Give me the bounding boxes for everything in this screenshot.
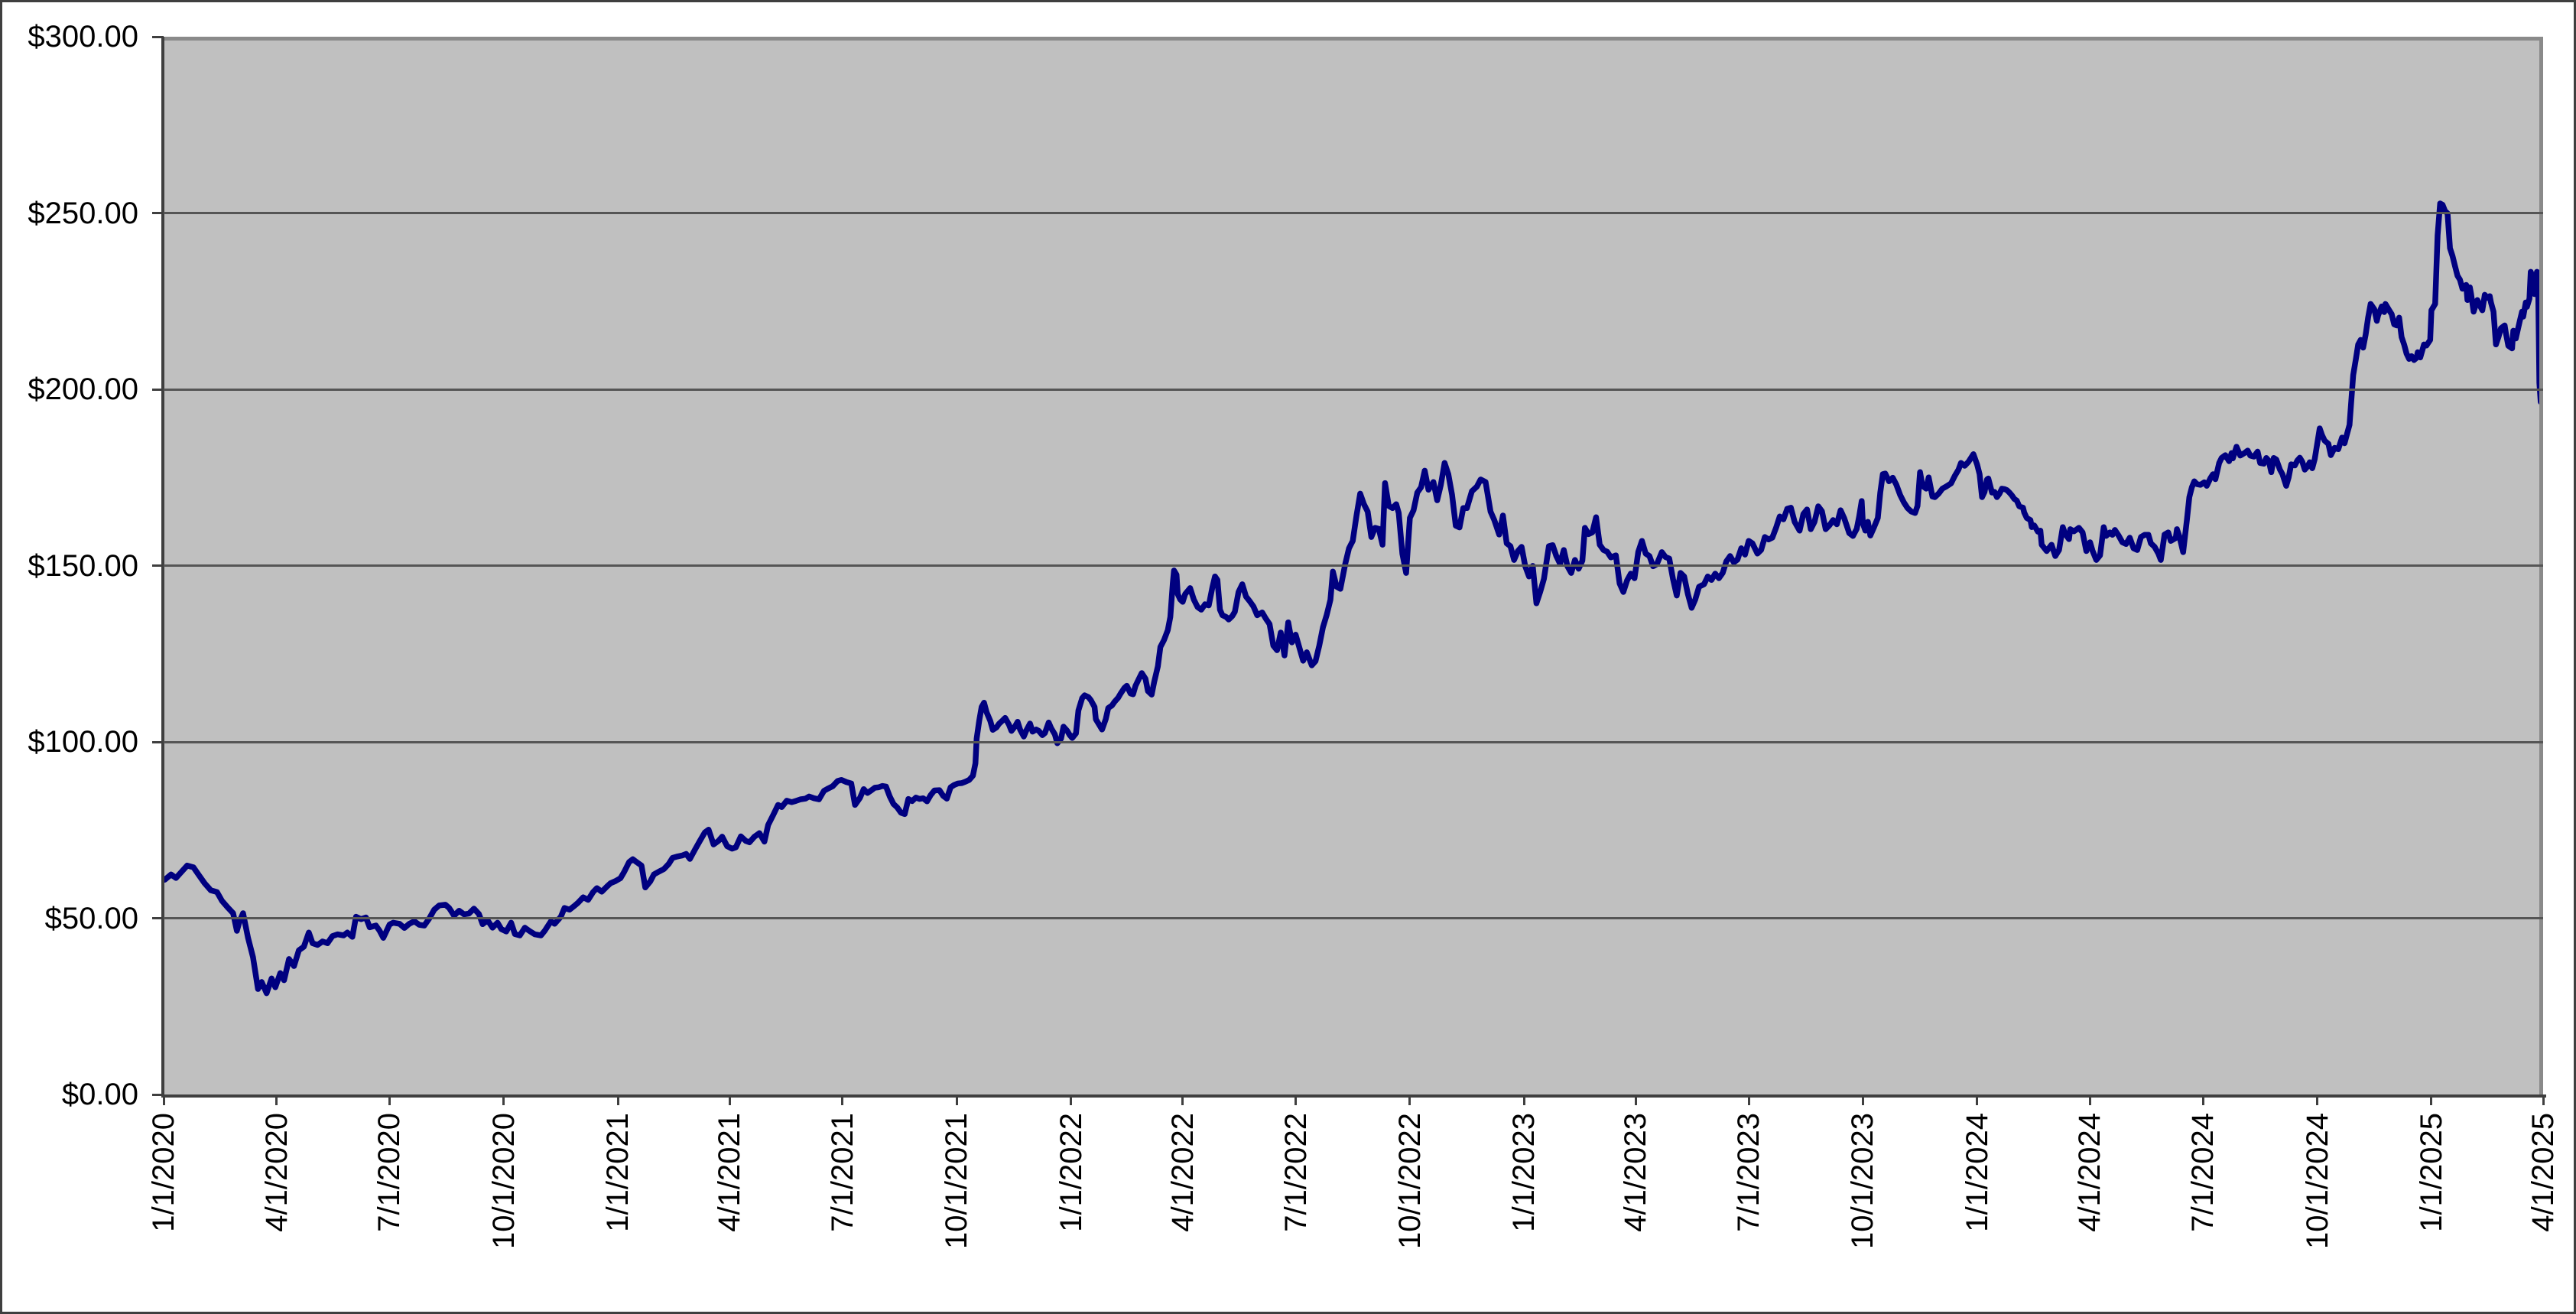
gridline-50	[164, 917, 2543, 919]
y-tick-mark	[152, 35, 164, 38]
gridline-100	[164, 740, 2543, 743]
x-tick-label: 1/1/2025	[2414, 1113, 2448, 1232]
x-tick-label: 7/1/2020	[372, 1113, 407, 1232]
x-tick-label: 10/1/2022	[1392, 1113, 1427, 1249]
x-tick-mark	[388, 1094, 391, 1105]
gridline-250	[164, 212, 2543, 214]
x-tick-mark	[1747, 1094, 1750, 1105]
y-tick-label: $100.00	[28, 725, 138, 759]
price-line	[164, 200, 2539, 997]
y-tick-mark	[152, 917, 164, 919]
x-tick-mark	[955, 1094, 958, 1105]
x-tick-mark	[841, 1094, 844, 1105]
x-tick-label: 4/1/2024	[2073, 1113, 2107, 1232]
x-tick-label: 7/1/2021	[825, 1113, 859, 1232]
x-tick-mark	[2316, 1094, 2319, 1105]
x-tick-mark	[1408, 1094, 1411, 1105]
x-tick-mark	[1976, 1094, 1979, 1105]
gridline-150	[164, 564, 2543, 567]
y-tick-mark	[152, 212, 164, 214]
y-axis-line	[161, 37, 164, 1098]
x-tick-label: 4/1/2021	[713, 1113, 747, 1232]
x-tick-mark	[1070, 1094, 1073, 1105]
x-tick-mark	[1861, 1094, 1864, 1105]
x-tick-label: 4/1/2025	[2526, 1113, 2560, 1232]
y-tick-mark	[152, 388, 164, 391]
x-tick-label: 7/1/2022	[1278, 1113, 1313, 1232]
y-tick-label: $150.00	[28, 548, 138, 583]
x-tick-label: 1/1/2023	[1507, 1113, 1541, 1232]
y-tick-mark	[152, 1093, 164, 1096]
x-tick-label: 1/1/2020	[147, 1113, 180, 1232]
x-tick-mark	[1522, 1094, 1525, 1105]
x-tick-mark	[275, 1094, 278, 1105]
x-tick-label: 4/1/2022	[1165, 1113, 1200, 1232]
x-tick-mark	[2201, 1094, 2204, 1105]
x-tick-mark	[502, 1094, 505, 1105]
x-tick-mark	[728, 1094, 731, 1105]
y-tick-mark	[152, 740, 164, 743]
x-tick-label: 7/1/2024	[2186, 1113, 2220, 1232]
x-tick-label: 10/1/2024	[2300, 1113, 2334, 1249]
x-tick-label: 4/1/2023	[1619, 1113, 1653, 1232]
x-tick-label: 7/1/2023	[1732, 1113, 1766, 1232]
x-tick-label: 10/1/2021	[940, 1113, 974, 1249]
y-tick-label: $250.00	[28, 196, 138, 230]
y-tick-label: $0.00	[61, 1078, 138, 1111]
x-axis-line	[161, 1094, 2546, 1098]
x-tick-mark	[2088, 1094, 2091, 1105]
x-tick-mark	[2430, 1094, 2433, 1105]
y-tick-label: $200.00	[28, 372, 138, 406]
x-tick-label: 1/1/2022	[1054, 1113, 1088, 1232]
x-tick-label: 1/1/2024	[1960, 1113, 1994, 1232]
x-tick-mark	[1294, 1094, 1297, 1105]
price-line-series	[164, 200, 2539, 997]
x-tick-mark	[1634, 1094, 1637, 1105]
gridline-200	[164, 388, 2543, 391]
y-tick-label: $50.00	[44, 901, 138, 935]
x-tick-mark	[1181, 1094, 1184, 1105]
x-tick-label: 10/1/2023	[1846, 1113, 1880, 1249]
x-tick-mark	[2542, 1094, 2545, 1105]
x-tick-label: 1/1/2021	[601, 1113, 635, 1232]
y-tick-mark	[152, 564, 164, 567]
x-tick-label: 10/1/2020	[486, 1113, 521, 1249]
y-tick-label: $300.00	[28, 20, 138, 54]
x-tick-mark	[162, 1094, 165, 1105]
x-tick-mark	[616, 1094, 619, 1105]
x-tick-label: 4/1/2020	[259, 1113, 294, 1232]
